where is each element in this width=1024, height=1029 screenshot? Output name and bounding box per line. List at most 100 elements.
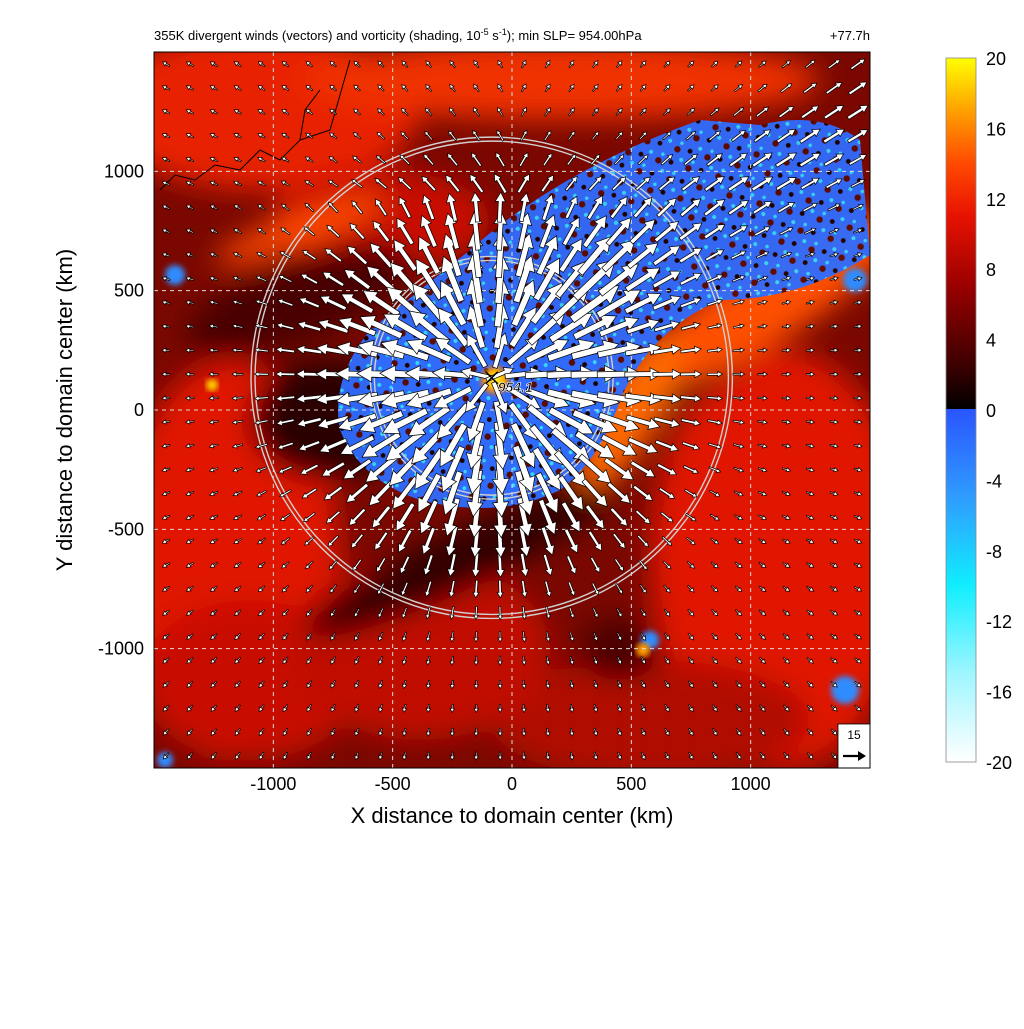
wind-vector [711, 632, 718, 641]
wind-vector [349, 222, 366, 241]
wind-vector [802, 202, 819, 213]
wind-vector [301, 487, 318, 499]
wind-vector [354, 680, 360, 689]
x-tick-label: 500 [616, 774, 646, 794]
wind-vector [306, 632, 313, 641]
wind-vector [255, 466, 268, 473]
wind-vector [279, 251, 292, 260]
wind-vector [568, 703, 575, 714]
wind-vector [653, 220, 680, 243]
wind-vector [805, 371, 816, 377]
wind-vector [258, 680, 265, 689]
wind-vector [277, 465, 293, 474]
wind-vector [734, 60, 743, 68]
wind-vector [281, 585, 290, 593]
wind-vector [542, 152, 553, 167]
wind-vector [568, 83, 575, 93]
wind-vector [496, 579, 504, 599]
wind-vector [315, 343, 351, 356]
wind-vector [209, 585, 218, 592]
wind-vector [161, 252, 171, 258]
wind-vector [703, 223, 726, 240]
wind-vector [161, 585, 171, 592]
wind-vector [804, 227, 817, 235]
wind-vector [184, 419, 195, 425]
wind-vector [853, 586, 863, 592]
x-tick-label: 0 [507, 774, 517, 794]
wind-vector [704, 249, 725, 262]
wind-vector [732, 107, 745, 117]
wind-vector [425, 727, 432, 737]
wind-vector [473, 703, 480, 714]
wind-vector [728, 152, 748, 168]
wind-vector [354, 656, 360, 665]
wind-vector [804, 59, 816, 69]
wind-vector [757, 83, 768, 93]
wind-vector [472, 107, 480, 117]
wind-vector [327, 534, 340, 547]
wind-vector [624, 367, 663, 382]
wind-vector [405, 387, 453, 409]
wind-vector [577, 235, 612, 276]
wind-vector [253, 347, 269, 354]
wind-vector [706, 370, 724, 378]
wind-vector [377, 60, 385, 68]
wind-vector [306, 704, 313, 713]
wind-vector [660, 154, 674, 166]
wind-vector [853, 395, 863, 401]
wind-vector [732, 347, 746, 353]
wind-vector [759, 680, 766, 689]
wind-vector [687, 656, 694, 665]
wind-vector [853, 538, 863, 544]
wind-vector [853, 299, 863, 306]
wind-vector [296, 417, 322, 428]
slp-min-label: 954.1 [498, 379, 533, 395]
wind-vector [161, 466, 171, 473]
wind-vector [568, 655, 575, 666]
wind-vector [708, 466, 722, 473]
wind-vector [330, 680, 336, 689]
wind-vector [783, 752, 790, 760]
wind-vector [330, 704, 336, 713]
wind-vector [686, 560, 696, 569]
wind-vector [567, 130, 576, 141]
wind-vector [802, 82, 818, 94]
wind-vector [850, 58, 866, 71]
wind-vector [539, 214, 557, 249]
wind-vector [209, 133, 218, 139]
wind-vector [398, 528, 413, 553]
wind-vector [371, 505, 392, 529]
wind-vector [757, 443, 768, 449]
wind-vector [687, 680, 694, 689]
wind-vector [653, 320, 681, 333]
wind-vector [568, 727, 575, 737]
wind-vector [806, 680, 814, 688]
wind-vector [424, 130, 434, 141]
wind-vector [497, 751, 503, 761]
wind-vector [805, 252, 816, 258]
wind-vector [779, 227, 794, 236]
wind-vector [829, 419, 839, 425]
wind-vector [727, 176, 750, 192]
wind-vector [624, 342, 662, 357]
wind-vector [354, 703, 360, 713]
wind-vector [829, 514, 839, 520]
wind-vector [303, 511, 316, 523]
wind-vector [257, 204, 266, 211]
wind-vector [254, 323, 269, 330]
wind-vector [425, 83, 433, 92]
wind-vector [627, 436, 659, 454]
wind-vector [209, 180, 219, 186]
wind-vector [256, 180, 266, 187]
y-tick-label: 1000 [104, 161, 144, 181]
wind-vector [683, 153, 698, 166]
wind-vector [329, 60, 337, 68]
wind-vector [473, 679, 480, 690]
wind-vector [415, 258, 445, 301]
wind-vector [305, 584, 314, 594]
wind-vector [615, 84, 623, 92]
wind-vector [254, 442, 269, 449]
wind-vector [615, 131, 624, 141]
wind-vector [663, 632, 670, 641]
wind-vector [282, 680, 289, 689]
